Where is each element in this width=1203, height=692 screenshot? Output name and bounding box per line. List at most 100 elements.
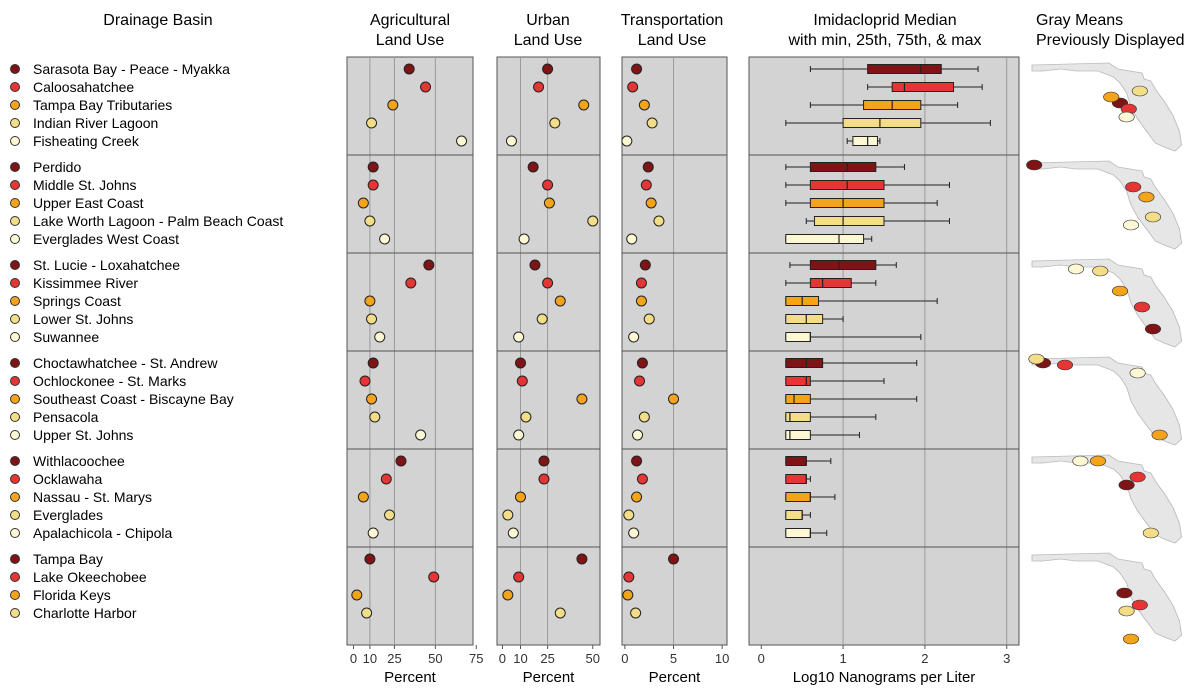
dot-agricultural xyxy=(367,527,379,539)
data-marks xyxy=(351,63,991,619)
dot-urban xyxy=(576,393,588,405)
box-iqr xyxy=(785,528,811,538)
dot-transportation xyxy=(636,473,648,485)
dot-transportation xyxy=(634,375,645,387)
box-iqr xyxy=(809,278,852,288)
dot-transportation xyxy=(668,393,680,405)
dot-transportation xyxy=(628,331,640,343)
dot-agricultural xyxy=(428,571,440,583)
dot-transportation xyxy=(653,215,665,227)
tick-label-imidacloprid: 1 xyxy=(839,651,846,666)
dot-agricultural xyxy=(367,161,379,173)
header-ag-line1: Agricultural xyxy=(370,12,450,29)
box-iqr xyxy=(785,394,811,404)
basin-label: Upper East Coast xyxy=(33,195,144,211)
map-basin-highlight xyxy=(1111,285,1129,297)
florida-outline xyxy=(1031,62,1183,152)
box-iqr xyxy=(785,332,811,342)
tick-label-urban: 25 xyxy=(540,651,554,666)
tick-label-agricultural: 0 xyxy=(350,651,357,666)
box-iqr xyxy=(785,430,811,440)
header-ag-line2: Land Use xyxy=(376,32,445,49)
box-iqr xyxy=(785,314,824,324)
dot-agricultural xyxy=(395,455,407,467)
tick-label-imidacloprid: 0 xyxy=(758,651,765,666)
map-basin-highlight xyxy=(1118,111,1135,123)
map-basin-highlight xyxy=(1131,85,1148,97)
column-headers: Drainage Basin Agricultural Land Use Urb… xyxy=(103,12,1184,49)
dot-agricultural xyxy=(366,313,378,325)
tick-label-urban: 0 xyxy=(499,651,506,666)
basin-label: Tampa Bay Tributaries xyxy=(33,97,172,113)
dot-transportation xyxy=(626,233,638,245)
basin-label: Tampa Bay xyxy=(33,551,103,567)
basin-bullet xyxy=(10,376,20,386)
dot-agricultural xyxy=(387,99,399,111)
dot-transportation xyxy=(630,607,642,619)
dot-transportation xyxy=(646,117,658,129)
tick-label-agricultural: 25 xyxy=(387,651,401,666)
map-basin-highlight xyxy=(1103,91,1120,103)
basin-label: Upper St. Johns xyxy=(33,427,133,443)
dot-agricultural xyxy=(380,473,392,485)
dot-transportation xyxy=(623,571,635,583)
box-iqr xyxy=(891,82,955,92)
box-iqr xyxy=(809,198,885,208)
basin-bullet xyxy=(10,136,20,146)
basin-label: Fisheating Creek xyxy=(33,133,140,149)
basin-label: Pensacola xyxy=(33,409,99,425)
basin-bullet xyxy=(10,100,20,110)
basin-label: Charlotte Harbor xyxy=(33,605,137,621)
header-imid-line1: Imidacloprid Median xyxy=(813,12,956,29)
basin-label: Apalachicola - Chipola xyxy=(33,525,173,541)
tick-label-agricultural: 10 xyxy=(363,651,377,666)
box-iqr xyxy=(785,412,811,422)
box-iqr xyxy=(785,234,865,244)
header-map-line2: Previously Displayed xyxy=(1036,32,1185,49)
basin-bullet xyxy=(10,118,20,128)
basin-bullet xyxy=(10,554,20,564)
dot-agricultural xyxy=(367,179,379,191)
map-basin-highlight xyxy=(1072,455,1089,467)
florida-map xyxy=(1026,159,1183,250)
basin-bullet xyxy=(10,234,20,244)
map-basin-highlight xyxy=(1129,367,1146,379)
map-basin-highlight xyxy=(1092,265,1109,277)
dot-urban xyxy=(578,99,590,111)
map-basin-highlight xyxy=(1144,323,1162,335)
dot-transportation xyxy=(640,179,652,191)
axis-label-urban: Percent xyxy=(523,669,576,686)
florida-map xyxy=(1031,258,1183,348)
header-urban-line1: Urban xyxy=(526,12,570,29)
basin-bullet xyxy=(10,456,20,466)
map-basin-highlight xyxy=(1129,471,1146,483)
map-basin-highlight xyxy=(1142,527,1159,539)
basin-bullet xyxy=(10,82,20,92)
dot-agricultural xyxy=(364,553,376,565)
basin-bullet xyxy=(10,216,20,226)
tick-label-agricultural: 50 xyxy=(428,651,442,666)
dot-urban xyxy=(514,357,526,369)
header-urban-line2: Land Use xyxy=(514,32,583,49)
basin-bullet xyxy=(10,590,20,600)
dot-urban xyxy=(542,63,554,75)
dot-agricultural xyxy=(423,259,435,271)
box-iqr xyxy=(785,474,807,484)
dot-agricultural xyxy=(366,393,378,405)
dot-transportation xyxy=(638,99,650,111)
basin-bullet xyxy=(10,162,20,172)
dot-urban xyxy=(587,215,599,227)
basin-label: St. Lucie - Loxahatchee xyxy=(33,257,180,273)
tick-label-imidacloprid: 2 xyxy=(921,651,928,666)
basin-label: Sarasota Bay - Peace - Myakka xyxy=(33,61,230,77)
basin-label: Kissimmee River xyxy=(33,275,138,291)
florida-map xyxy=(1031,454,1183,544)
dot-agricultural xyxy=(361,607,373,619)
box-iqr xyxy=(785,510,803,520)
basin-label: Springs Coast xyxy=(33,293,121,309)
map-basin-highlight xyxy=(1118,605,1135,617)
dot-urban xyxy=(520,411,532,423)
dot-urban xyxy=(542,179,554,191)
map-basin-highlight xyxy=(1026,159,1043,171)
